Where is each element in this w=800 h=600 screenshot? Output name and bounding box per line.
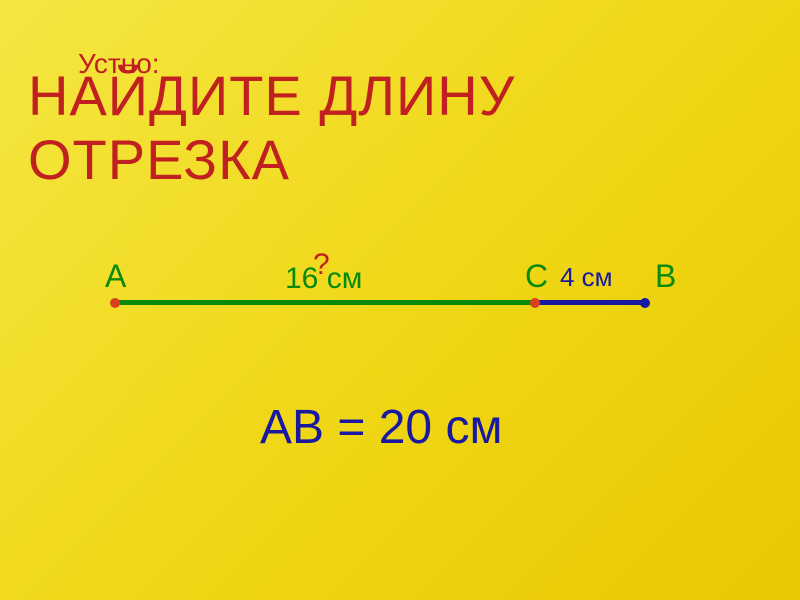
label-b: В xyxy=(655,258,676,295)
point-c xyxy=(530,298,540,308)
measure-cb: 4 см xyxy=(560,262,613,293)
title-line-1: НАЙДИТЕ ДЛИНУ xyxy=(28,64,515,127)
point-a xyxy=(110,298,120,308)
point-b xyxy=(640,298,650,308)
title-line-2: ОТРЕЗКА xyxy=(28,128,290,191)
page-title: НАЙДИТЕ ДЛИНУ ОТРЕЗКА xyxy=(28,64,515,193)
label-a: А xyxy=(105,258,126,295)
answer-equation: АВ = 20 см xyxy=(260,400,502,455)
segment-ac-line xyxy=(115,300,535,305)
label-c: С xyxy=(525,258,548,295)
segment-diagram: А С В ? 16 см 4 см xyxy=(110,260,660,340)
segment-cb-line xyxy=(535,300,645,305)
measure-ac: 16 см xyxy=(285,262,362,296)
